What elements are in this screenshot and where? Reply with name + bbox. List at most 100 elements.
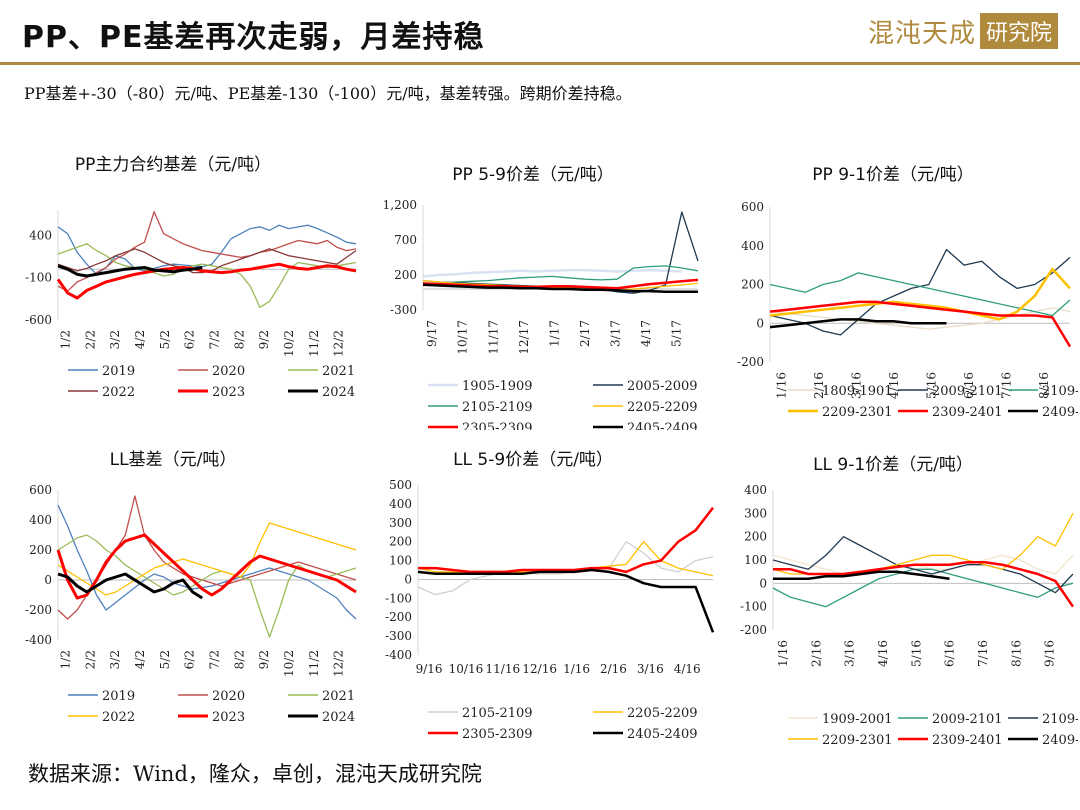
x-tick-label: 3/16 — [849, 372, 863, 399]
x-tick-label: 5/16 — [924, 372, 938, 399]
series-line-2024 — [57, 264, 203, 278]
x-tick-label: 11/2 — [307, 650, 321, 677]
y-tick-label: 300 — [389, 516, 412, 530]
x-tick-label: 11/2 — [307, 330, 321, 357]
y-tick-label: 200 — [744, 530, 767, 544]
x-tick-label: 12/16 — [522, 662, 557, 676]
legend-label: 2022 — [102, 385, 135, 400]
y-tick-label: 200 — [389, 535, 412, 549]
y-tick-label: 500 — [389, 478, 412, 492]
series-line-2019 — [57, 504, 357, 620]
series-line-2309-2401 — [769, 300, 1072, 348]
page-title: PP、PE基差再次走弱，月差持稳 — [22, 20, 485, 55]
y-tick-label: 200 — [29, 543, 52, 557]
x-tick-label: 5/2 — [158, 650, 172, 669]
x-tick-label: 5/2 — [158, 330, 172, 349]
legend-label: 2009-2101 — [932, 712, 1003, 727]
y-tick-label: 600 — [29, 483, 52, 497]
y-tick-label: 200 — [741, 278, 764, 292]
series-line-1909-2001 — [772, 554, 1074, 575]
x-tick-label: 10/16 — [449, 662, 484, 676]
x-tick-label: 1/16 — [774, 372, 788, 399]
x-tick-label: 3/16 — [843, 640, 857, 667]
y-tick-label: 1,200 — [383, 198, 417, 212]
y-tick-label: -300 — [390, 303, 417, 317]
x-tick-label: 8/16 — [1009, 640, 1023, 667]
x-tick-label: 8/16 — [1037, 372, 1051, 399]
x-tick-label: 7/2 — [207, 650, 221, 669]
x-tick-label: 2/16 — [600, 662, 627, 676]
series-line-2024 — [57, 572, 203, 600]
y-tick-label: -600 — [25, 313, 52, 327]
y-tick-label: 0 — [44, 573, 52, 587]
chart-title: LL基差（元/吨） — [110, 450, 237, 470]
legend-label: 2019 — [102, 689, 135, 704]
y-tick-label: 400 — [29, 513, 52, 527]
y-tick-label: 600 — [741, 200, 764, 214]
chart-svg: LL 9-1价差（元/吨） 400 300 200 100 0 -100 -200 1/16 2/… — [740, 455, 1078, 748]
legend-label: 2023 — [212, 710, 245, 725]
legend-label: 2405-2409 — [627, 421, 698, 430]
legend-label: 2021 — [322, 689, 355, 704]
x-tick-label: 11/17 — [486, 320, 500, 355]
chart-svg: PP 9-1价差（元/吨） 600 400 200 0 -200 1/16 2/16 3/16 4… — [737, 165, 1078, 420]
series-line-2023 — [56, 262, 357, 300]
x-tick-label: 2/17 — [578, 320, 592, 347]
chart-title: PP 9-1价差（元/吨） — [812, 165, 973, 185]
y-tick-label: 700 — [394, 233, 417, 247]
y-tick-label: 400 — [741, 239, 764, 253]
x-tick-label: 2/16 — [809, 640, 823, 667]
x-tick-label: 4/17 — [639, 320, 653, 347]
chart-ll-5-9-spread: LL 5-9价差（元/吨） 500 400 300 200 100 0 -100 -200 -30… — [368, 440, 718, 750]
x-tick-label: 3/2 — [108, 330, 122, 349]
series-line-2409-2501 — [773, 570, 950, 580]
x-tick-label: 1/2 — [58, 650, 72, 669]
x-tick-label: 7/16 — [999, 372, 1013, 399]
x-tick-label: 7/2 — [207, 330, 221, 349]
x-tick-label: 12/17 — [517, 320, 531, 355]
x-tick-label: 4/16 — [674, 662, 701, 676]
x-tick-label: 4/16 — [887, 372, 901, 399]
x-tick-label: 12/2 — [332, 330, 346, 357]
x-tick-label: 8/2 — [232, 650, 246, 669]
x-tick-label: 6/16 — [943, 640, 957, 667]
logo-seal: 研究院 — [979, 13, 1058, 49]
series-line-2020 — [57, 495, 357, 620]
legend-label: 2205-2209 — [627, 400, 698, 415]
legend-label: 1809-1901 — [822, 384, 893, 399]
x-tick-label: 4/2 — [133, 330, 147, 349]
y-tick-label: -300 — [385, 629, 412, 643]
y-tick-label: -200 — [737, 355, 764, 369]
chart-title: PP主力合约基差（元/吨） — [75, 155, 271, 175]
x-tick-label: 9/16 — [1043, 640, 1057, 667]
logo-text: 混沌天成 — [867, 18, 976, 49]
x-tick-label: 2/2 — [83, 330, 97, 349]
series-line-2020 — [57, 211, 357, 292]
y-tick-label: -200 — [740, 623, 767, 637]
legend-label: 2009-2101 — [932, 384, 1003, 399]
series-line-2309-2401 — [773, 561, 1075, 608]
legend-label: 2024 — [322, 385, 355, 400]
chart-svg: LL 5-9价差（元/吨） 500 400 300 200 100 0 -100 -200 -30… — [385, 450, 715, 742]
x-tick-label: 9/17 — [425, 320, 439, 347]
series-line-2021 — [57, 243, 357, 308]
x-tick-label: 7/16 — [976, 640, 990, 667]
x-tick-label: 9/2 — [257, 650, 271, 669]
legend-label: 1905-1909 — [462, 379, 533, 394]
title-divider — [0, 62, 1080, 65]
legend-label: 2022 — [102, 710, 135, 725]
legend-label: 2409-2501 — [1042, 405, 1078, 420]
x-tick-label: 2/16 — [812, 372, 826, 399]
chart-pp-5-9-spread: PP 5-9价差（元/吨） 1,200 700 200 -300 9/17 10/17 11/… — [368, 155, 718, 430]
series-line-2109-2201 — [772, 536, 1074, 594]
x-tick-label: 9/2 — [257, 330, 271, 349]
header: PP、PE基差再次走弱，月差持稳 混沌天成 研究院 — [0, 0, 1080, 62]
series-line-2019 — [57, 224, 357, 275]
y-tick-label: 200 — [394, 268, 417, 282]
legend-label: 2209-2301 — [822, 405, 893, 420]
legend-label: 2023 — [212, 385, 245, 400]
x-tick-label: 5/16 — [909, 640, 923, 667]
y-tick-label: 400 — [29, 228, 52, 242]
